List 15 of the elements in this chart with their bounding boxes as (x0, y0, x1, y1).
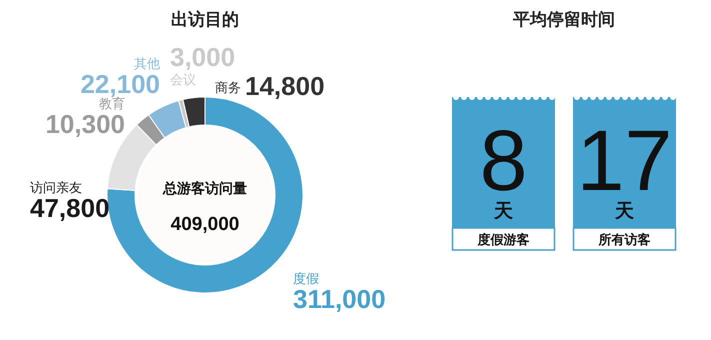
text: 409,000 (170, 214, 240, 235)
text: 度假游客 (476, 232, 530, 247)
slice-label: 商务 (215, 80, 241, 95)
data-label: 47,800 (30, 193, 110, 223)
data-label: 10,300 (45, 109, 125, 139)
text: 平均停留时间 (512, 10, 615, 29)
text: 所有访客 (598, 232, 650, 247)
slice-label: 访问亲友 (30, 180, 82, 195)
data-label: 311,000 (293, 284, 386, 314)
chart-title: 出访目的 (171, 10, 239, 29)
slice-label: 度假 (293, 271, 319, 286)
data-label: 14,800 (245, 71, 325, 101)
text: 总游客访问量 (162, 180, 247, 196)
slice-label: 教育 (99, 96, 125, 111)
slice-label: 其他 (134, 56, 160, 71)
